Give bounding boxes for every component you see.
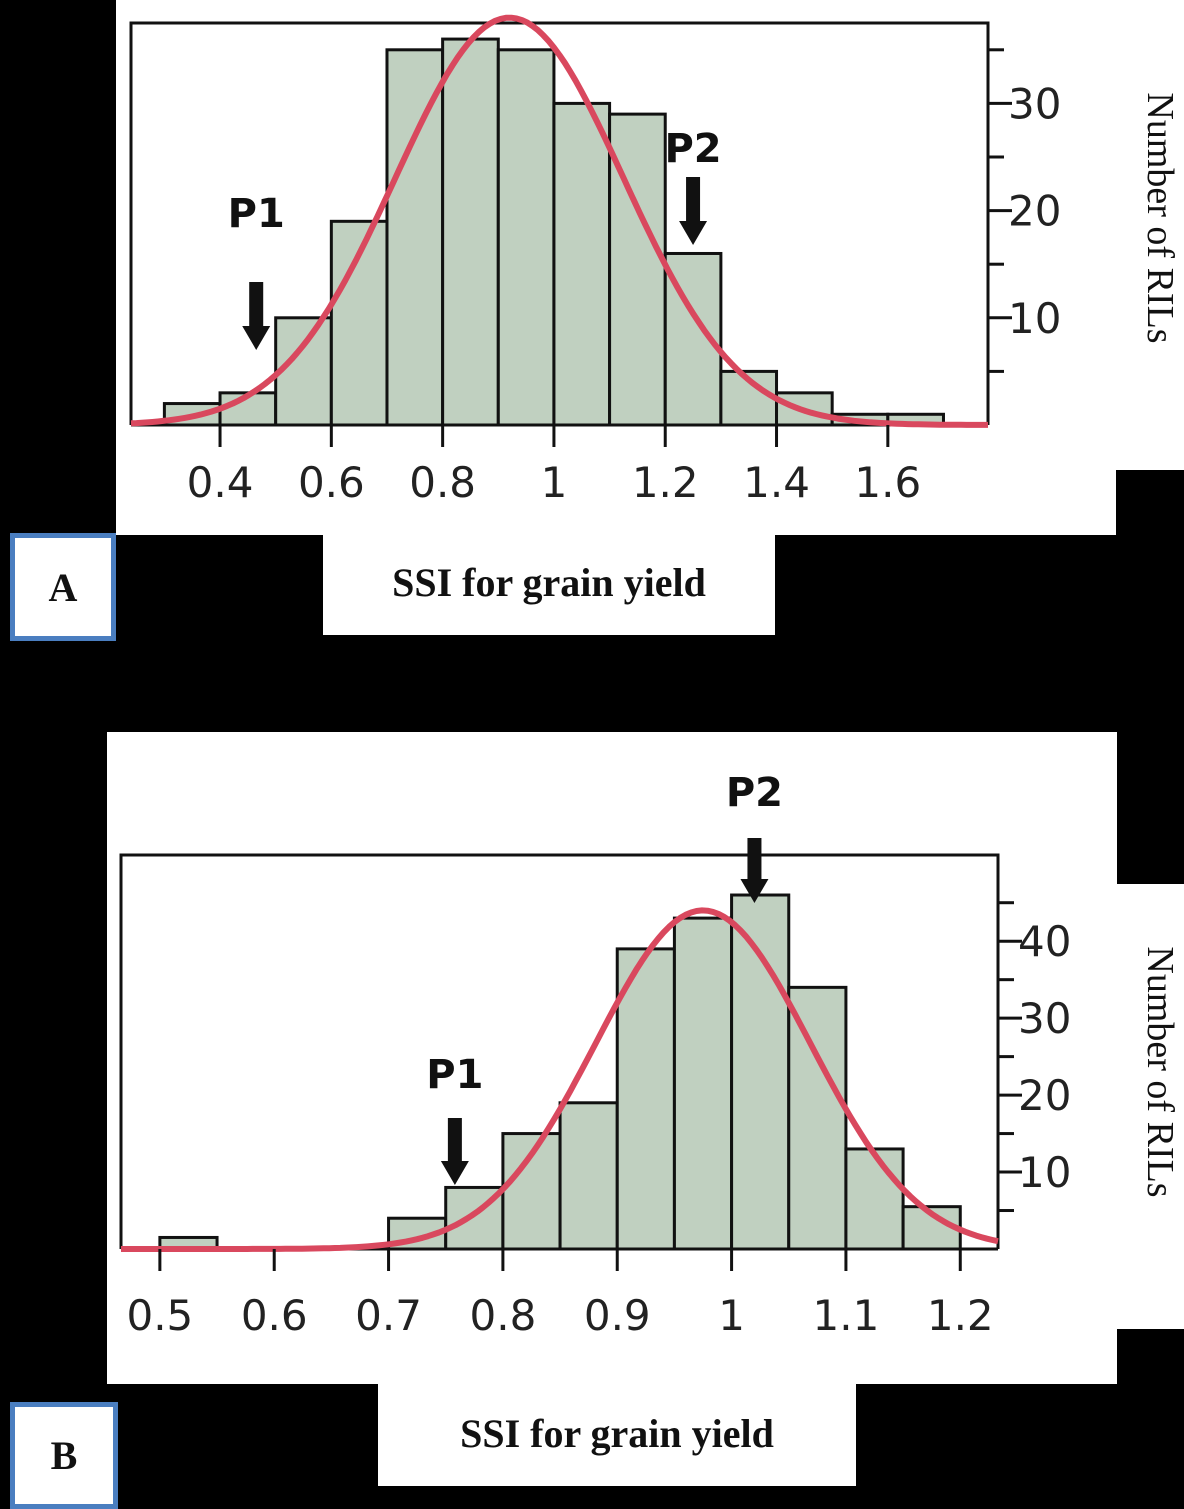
panel-a-background-top bbox=[116, 0, 1184, 30]
x-tick-label: 1.2 bbox=[927, 1291, 994, 1340]
x-tick-label: 1.1 bbox=[813, 1291, 880, 1340]
plot-frame bbox=[119, 853, 1000, 1249]
x-tick-label: 1.2 bbox=[632, 458, 699, 507]
x-tick-label: 0.5 bbox=[126, 1291, 193, 1340]
histogram-bar bbox=[844, 1147, 905, 1251]
y-tick-label: 20 bbox=[1008, 187, 1061, 236]
histogram-bar bbox=[775, 391, 834, 427]
histogram-bar bbox=[496, 48, 556, 427]
histogram-bar bbox=[552, 101, 612, 427]
y-tick-label: 10 bbox=[1008, 294, 1061, 343]
histogram-bar bbox=[441, 37, 500, 427]
x-tick-label: 0.7 bbox=[355, 1291, 422, 1340]
y-tick-label: 40 bbox=[1018, 917, 1071, 966]
normal-curve bbox=[130, 14, 988, 428]
panel-a-background-right bbox=[1116, 30, 1184, 470]
histogram-bar bbox=[730, 893, 791, 1251]
y-tick-label: 20 bbox=[1018, 1071, 1071, 1120]
histogram-bar bbox=[385, 48, 445, 427]
panel-b-background-right bbox=[1117, 884, 1184, 1329]
histogram-panel-a: 0.4 0.6 0.8 1 1.2 1.4 1.6 10 20 30 Number of RILs P… bbox=[129, 14, 1181, 507]
parent-marker-label: P1 bbox=[426, 1052, 483, 1098]
down-arrow-icon bbox=[440, 1118, 469, 1185]
histogram-bar bbox=[787, 985, 848, 1251]
y-axis-label: Number of RILs bbox=[1139, 92, 1181, 343]
panel-a-label: A bbox=[10, 533, 116, 641]
down-arrow-icon bbox=[679, 177, 708, 245]
parent-marker-label: P2 bbox=[664, 126, 721, 172]
panel-a-xlabel: SSI for grain yield bbox=[323, 530, 775, 635]
histogram-bar bbox=[672, 916, 734, 1251]
panel-b-label: B bbox=[10, 1402, 118, 1509]
y-tick-label: 10 bbox=[1018, 1148, 1071, 1197]
x-tick-label: 0.4 bbox=[187, 458, 254, 507]
x-tick-label: 0.6 bbox=[298, 458, 365, 507]
y-tick-label: 30 bbox=[1018, 994, 1071, 1043]
histogram-bar bbox=[558, 1101, 619, 1251]
x-tick-label: 1 bbox=[541, 458, 568, 507]
x-tick-label: 0.6 bbox=[241, 1291, 308, 1340]
down-arrow-icon bbox=[242, 282, 271, 350]
y-tick-label: 30 bbox=[1008, 79, 1061, 128]
x-tick-label: 1 bbox=[718, 1291, 745, 1340]
panel-b-background bbox=[107, 732, 1117, 1384]
x-tick-label: 1.6 bbox=[854, 458, 921, 507]
x-tick-label: 0.9 bbox=[584, 1291, 651, 1340]
down-arrow-icon bbox=[740, 838, 769, 903]
histogram-bar bbox=[274, 316, 333, 427]
parent-marker-label: P2 bbox=[726, 770, 783, 816]
x-tick-label: 1.4 bbox=[743, 458, 810, 507]
parent-marker-label: P1 bbox=[228, 191, 285, 237]
histogram-panel-b: 0.5 0.6 0.7 0.8 0.9 1 1.1 1.2 10 20 30 40 Number of … bbox=[119, 770, 1181, 1340]
plot-frame bbox=[129, 21, 990, 425]
histogram-bar bbox=[615, 947, 676, 1251]
x-tick-label: 0.8 bbox=[470, 1291, 537, 1340]
y-axis-label: Number of RILs bbox=[1139, 946, 1181, 1197]
normal-curve bbox=[121, 907, 999, 1252]
x-tick-label: 0.8 bbox=[409, 458, 476, 507]
panel-b-xlabel: SSI for grain yield bbox=[378, 1380, 856, 1486]
histogram-bar bbox=[329, 219, 389, 427]
